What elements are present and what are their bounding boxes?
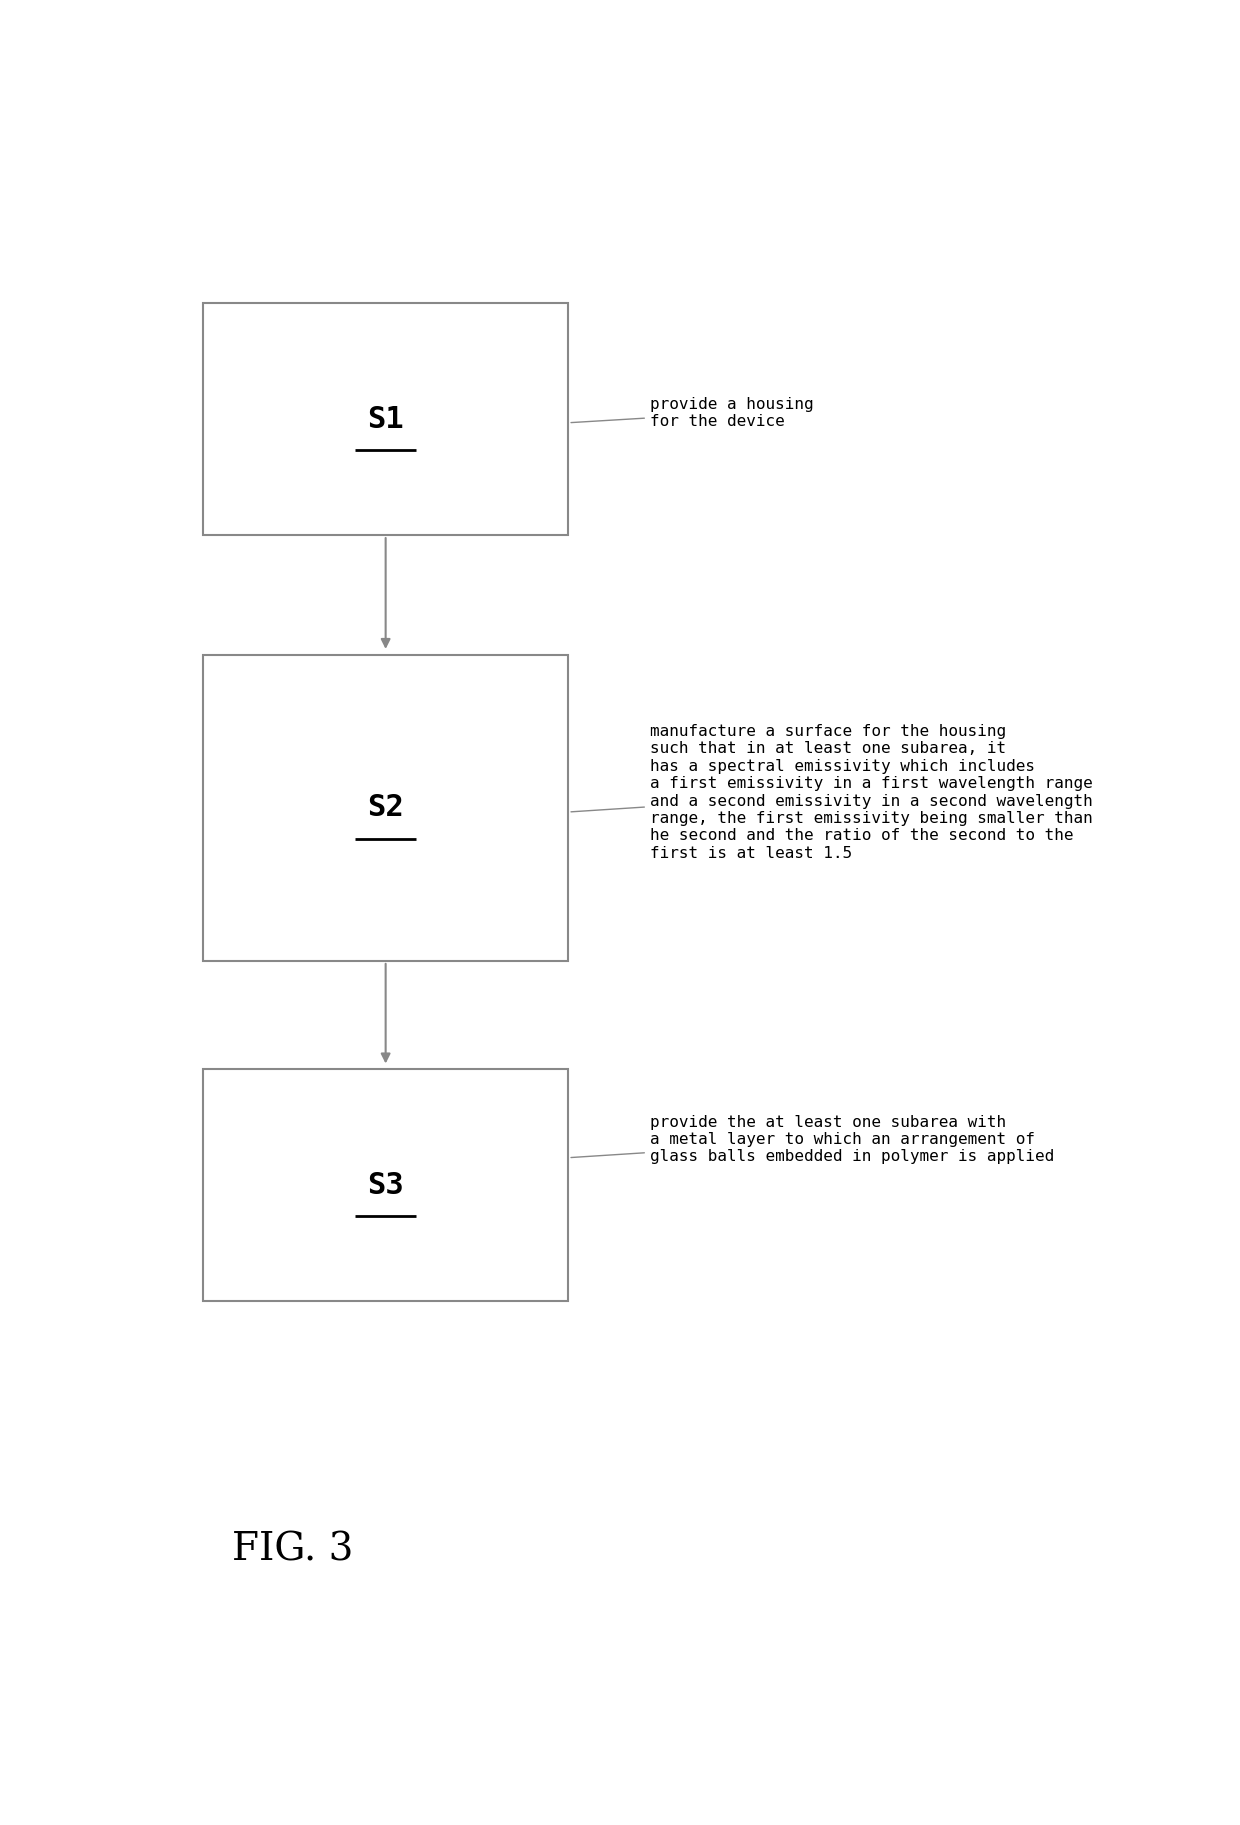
Text: S2: S2	[367, 794, 404, 823]
Text: S1: S1	[367, 405, 404, 434]
Text: manufacture a surface for the housing
such that in at least one subarea, it
has : manufacture a surface for the housing su…	[570, 725, 1092, 861]
Bar	[203, 1069, 568, 1301]
Text: provide the at least one subarea with
a metal layer to which an arrangement of
g: provide the at least one subarea with a …	[570, 1115, 1054, 1164]
Text: FIG. 3: FIG. 3	[232, 1531, 353, 1568]
Text: S3: S3	[367, 1170, 404, 1199]
Text: provide a housing
for the device: provide a housing for the device	[570, 396, 813, 429]
Bar	[203, 655, 568, 962]
Bar	[203, 303, 568, 535]
